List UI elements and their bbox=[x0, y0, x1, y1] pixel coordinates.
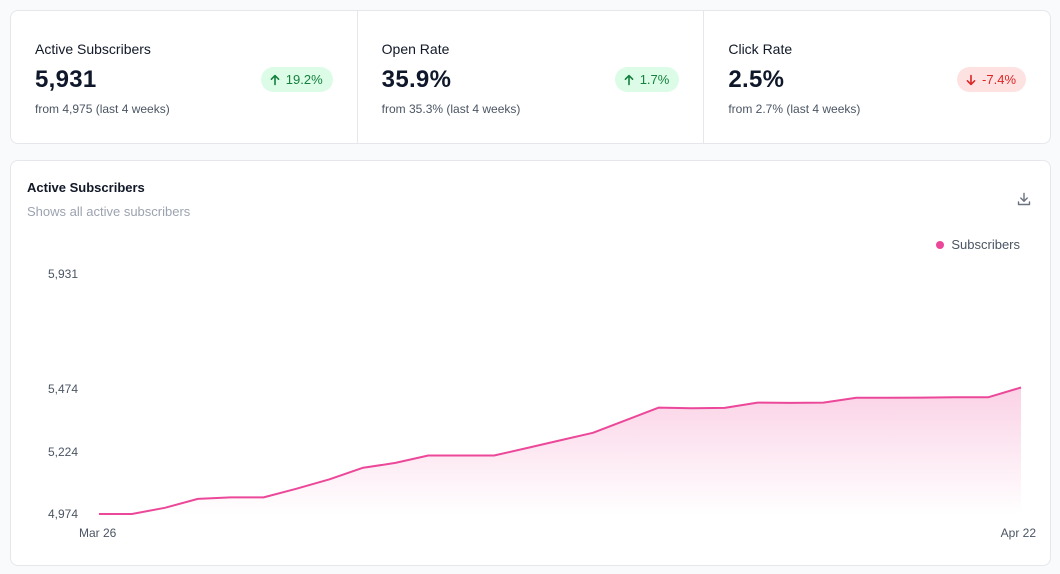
y-tick-label: 5,474 bbox=[48, 382, 78, 396]
series-line bbox=[99, 386, 1022, 515]
change-value: 1.7% bbox=[639, 72, 670, 87]
chart-subtitle: Shows all active subscribers bbox=[27, 204, 191, 219]
stat-value: 5,931 bbox=[35, 66, 97, 93]
chart-card: Active Subscribers Shows all active subs… bbox=[10, 160, 1051, 566]
stat-title: Active Subscribers bbox=[35, 41, 151, 57]
y-axis: 4,974 5,224 5,474 5,931 bbox=[48, 267, 78, 521]
legend-swatch bbox=[936, 240, 945, 249]
download-icon[interactable] bbox=[1016, 191, 1032, 207]
legend-label: Subscribers bbox=[951, 237, 1020, 252]
change-badge: 19.2% bbox=[260, 67, 333, 92]
arrow-up-icon bbox=[624, 74, 634, 85]
stat-value: 2.5% bbox=[728, 66, 785, 93]
stat-card-active-subscribers: Active Subscribers 5,931 19.2% from 4,97… bbox=[11, 11, 358, 143]
stat-comparison: from 2.7% (last 4 weeks) bbox=[728, 102, 861, 116]
change-badge: -7.4% bbox=[957, 67, 1027, 92]
y-tick-label: 4,974 bbox=[48, 507, 78, 521]
change-value: 19.2% bbox=[285, 72, 323, 87]
area-chart: 4,974 5,224 5,474 5,931 Mar 26 Apr 22 bbox=[48, 267, 1036, 540]
stat-comparison: from 4,975 (last 4 weeks) bbox=[35, 102, 170, 116]
stat-card-click-rate: Click Rate 2.5% -7.4% from 2.7% (last 4 … bbox=[704, 11, 1050, 143]
change-badge: 1.7% bbox=[614, 67, 680, 92]
chart-title: Active Subscribers bbox=[27, 180, 145, 195]
series-area bbox=[99, 387, 1021, 514]
x-axis: Mar 26 Apr 22 bbox=[79, 526, 1036, 540]
arrow-down-icon bbox=[966, 74, 976, 85]
y-tick-label: 5,224 bbox=[48, 445, 78, 459]
stat-title: Click Rate bbox=[728, 41, 793, 57]
x-tick-label: Mar 26 bbox=[79, 526, 117, 540]
arrow-up-icon bbox=[270, 74, 280, 85]
stat-title: Open Rate bbox=[381, 41, 450, 57]
stat-value: 35.9% bbox=[381, 66, 452, 93]
chart-legend[interactable]: Subscribers bbox=[936, 237, 1020, 252]
change-value: -7.4% bbox=[982, 72, 1017, 87]
x-tick-label: Apr 22 bbox=[1001, 526, 1037, 540]
stat-comparison: from 35.3% (last 4 weeks) bbox=[381, 102, 521, 116]
y-tick-label: 5,931 bbox=[48, 267, 78, 281]
stat-card-open-rate: Open Rate 35.9% 1.7% from 35.3% (last 4 … bbox=[358, 11, 705, 143]
stats-row: Active Subscribers 5,931 19.2% from 4,97… bbox=[10, 10, 1051, 144]
